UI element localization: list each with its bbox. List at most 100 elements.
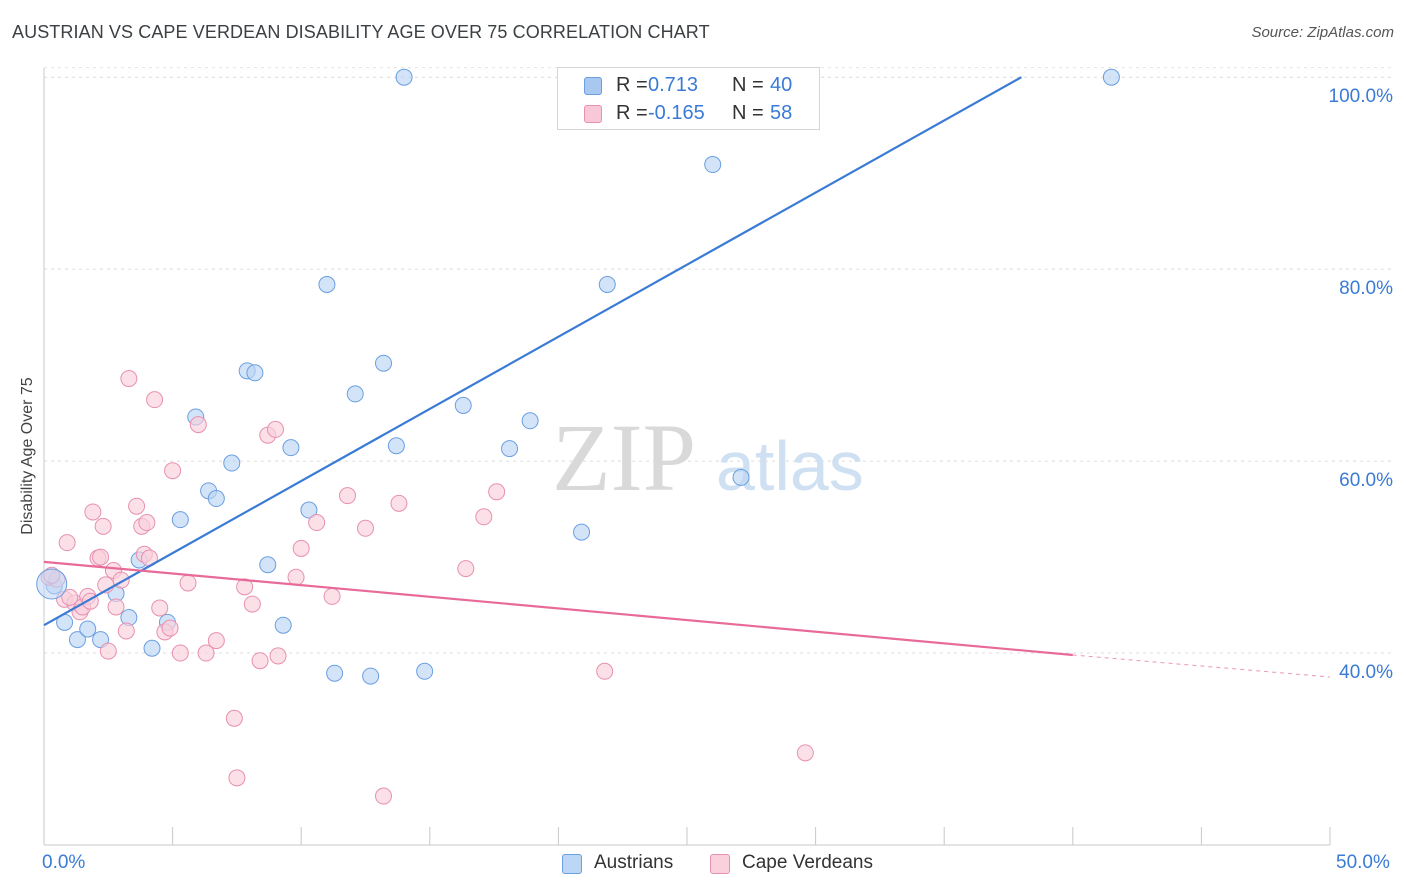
point-cape-verdeans [120, 370, 138, 388]
cape-verdeans-swatch [710, 854, 730, 874]
point-cape-verdeans [146, 391, 164, 409]
r-value: -0.165 [648, 102, 705, 124]
point-cape-verdeans [323, 587, 341, 605]
source-label: Source: ZipAtlas.com [1251, 24, 1394, 41]
trend-lines [43, 76, 1331, 678]
point-cape-verdeans [138, 514, 156, 532]
point-austrians [521, 412, 539, 430]
point-cape-verdeans [390, 494, 408, 512]
austrians-swatch [562, 854, 582, 874]
trend-cape-verdeans [43, 560, 1073, 657]
point-austrians [143, 639, 161, 657]
point-cape-verdeans [58, 534, 76, 552]
point-cape-verdeans [251, 652, 269, 670]
watermark-zip: ZIP [552, 404, 696, 511]
point-cape-verdeans [357, 519, 374, 537]
stats-row-austrians: R = 0.713 N = 40 [558, 72, 819, 100]
point-austrians [68, 631, 86, 649]
trend-austrians [43, 76, 1022, 627]
stats-legend: R = 0.713 N = 40 R = -0.165 N = 58 [557, 67, 820, 130]
n-label: N = [732, 102, 764, 124]
point-cape-verdeans [61, 588, 79, 606]
point-austrians [598, 276, 616, 294]
point-cape-verdeans [475, 508, 493, 526]
point-austrians [454, 396, 472, 414]
series-legend: Austrians Cape Verdeans [0, 852, 1406, 878]
point-cape-verdeans [128, 497, 146, 515]
axes [43, 68, 1331, 846]
point-cape-verdeans [287, 568, 305, 586]
y-tick-label: 40.0% [1339, 662, 1393, 683]
point-cape-verdeans [338, 487, 356, 505]
point-austrians [573, 523, 591, 541]
point-austrians [282, 439, 300, 457]
point-austrians [259, 556, 277, 574]
n-label: N = [732, 74, 764, 96]
point-cape-verdeans [225, 709, 243, 727]
watermark-atlas: atlas [716, 427, 864, 505]
chart-title: AUSTRIAN VS CAPE VERDEAN DISABILITY AGE … [12, 22, 710, 42]
point-austrians [223, 454, 241, 472]
point-cape-verdeans [99, 642, 117, 660]
stats-row-cape-verdeans: R = -0.165 N = 58 [558, 100, 819, 128]
point-austrians [300, 501, 318, 519]
x-tick-right: 50.0% [1336, 852, 1390, 873]
point-cape-verdeans [179, 574, 197, 592]
point-cape-verdeans [107, 598, 125, 616]
point-austrians [375, 354, 393, 372]
cape-verdeans-swatch [584, 105, 602, 123]
point-austrians [207, 490, 225, 508]
point-cape-verdeans [117, 622, 135, 640]
point-cape-verdeans [243, 595, 261, 613]
point-austrians [79, 620, 97, 638]
point-cape-verdeans [207, 632, 225, 650]
austrians-swatch [584, 77, 602, 95]
point-austrians [732, 468, 750, 486]
point-cape-verdeans [84, 503, 102, 521]
point-austrians [326, 664, 344, 682]
legend-label: Cape Verdeans [742, 852, 873, 873]
point-cape-verdeans [94, 517, 112, 535]
point-austrians [346, 385, 364, 403]
r-value: 0.713 [648, 74, 699, 96]
point-austrians [274, 616, 292, 634]
point-austrians [1102, 68, 1120, 86]
point-cape-verdeans [269, 647, 287, 665]
r-label: R = [616, 102, 648, 124]
point-cape-verdeans [197, 644, 215, 662]
point-cape-verdeans [92, 548, 110, 566]
y-tick-label: 80.0% [1339, 278, 1393, 299]
point-austrians [362, 667, 380, 685]
point-cape-verdeans [171, 644, 189, 662]
point-cape-verdeans [164, 462, 182, 480]
point-cape-verdeans [292, 539, 310, 557]
n-value: 40 [770, 74, 793, 96]
legend-label: Austrians [594, 852, 674, 873]
grid-lines [44, 67, 1393, 654]
point-cape-verdeans [596, 662, 614, 680]
watermark: ZIP atlas [552, 404, 864, 511]
point-austrians [318, 276, 336, 294]
point-cape-verdeans [189, 416, 207, 434]
point-cape-verdeans [236, 578, 254, 596]
point-austrians [501, 440, 519, 458]
point-austrians [395, 68, 413, 86]
n-value: 58 [770, 102, 793, 124]
point-austrians [704, 156, 722, 174]
r-label: R = [616, 74, 648, 96]
point-austrians [416, 662, 434, 680]
point-cape-verdeans [375, 787, 393, 805]
point-cape-verdeans [228, 769, 246, 787]
point-cape-verdeans [151, 599, 169, 617]
point-cape-verdeans [308, 514, 326, 532]
y-tick-label: 60.0% [1339, 470, 1393, 491]
point-cape-verdeans [161, 619, 179, 637]
point-austrians [246, 364, 264, 382]
point-austrians [387, 437, 405, 455]
point-cape-verdeans [488, 483, 506, 501]
point-cape-verdeans [266, 420, 284, 438]
point-austrians [171, 511, 189, 529]
point-cape-verdeans [796, 744, 814, 762]
x-tick-left: 0.0% [42, 852, 86, 873]
